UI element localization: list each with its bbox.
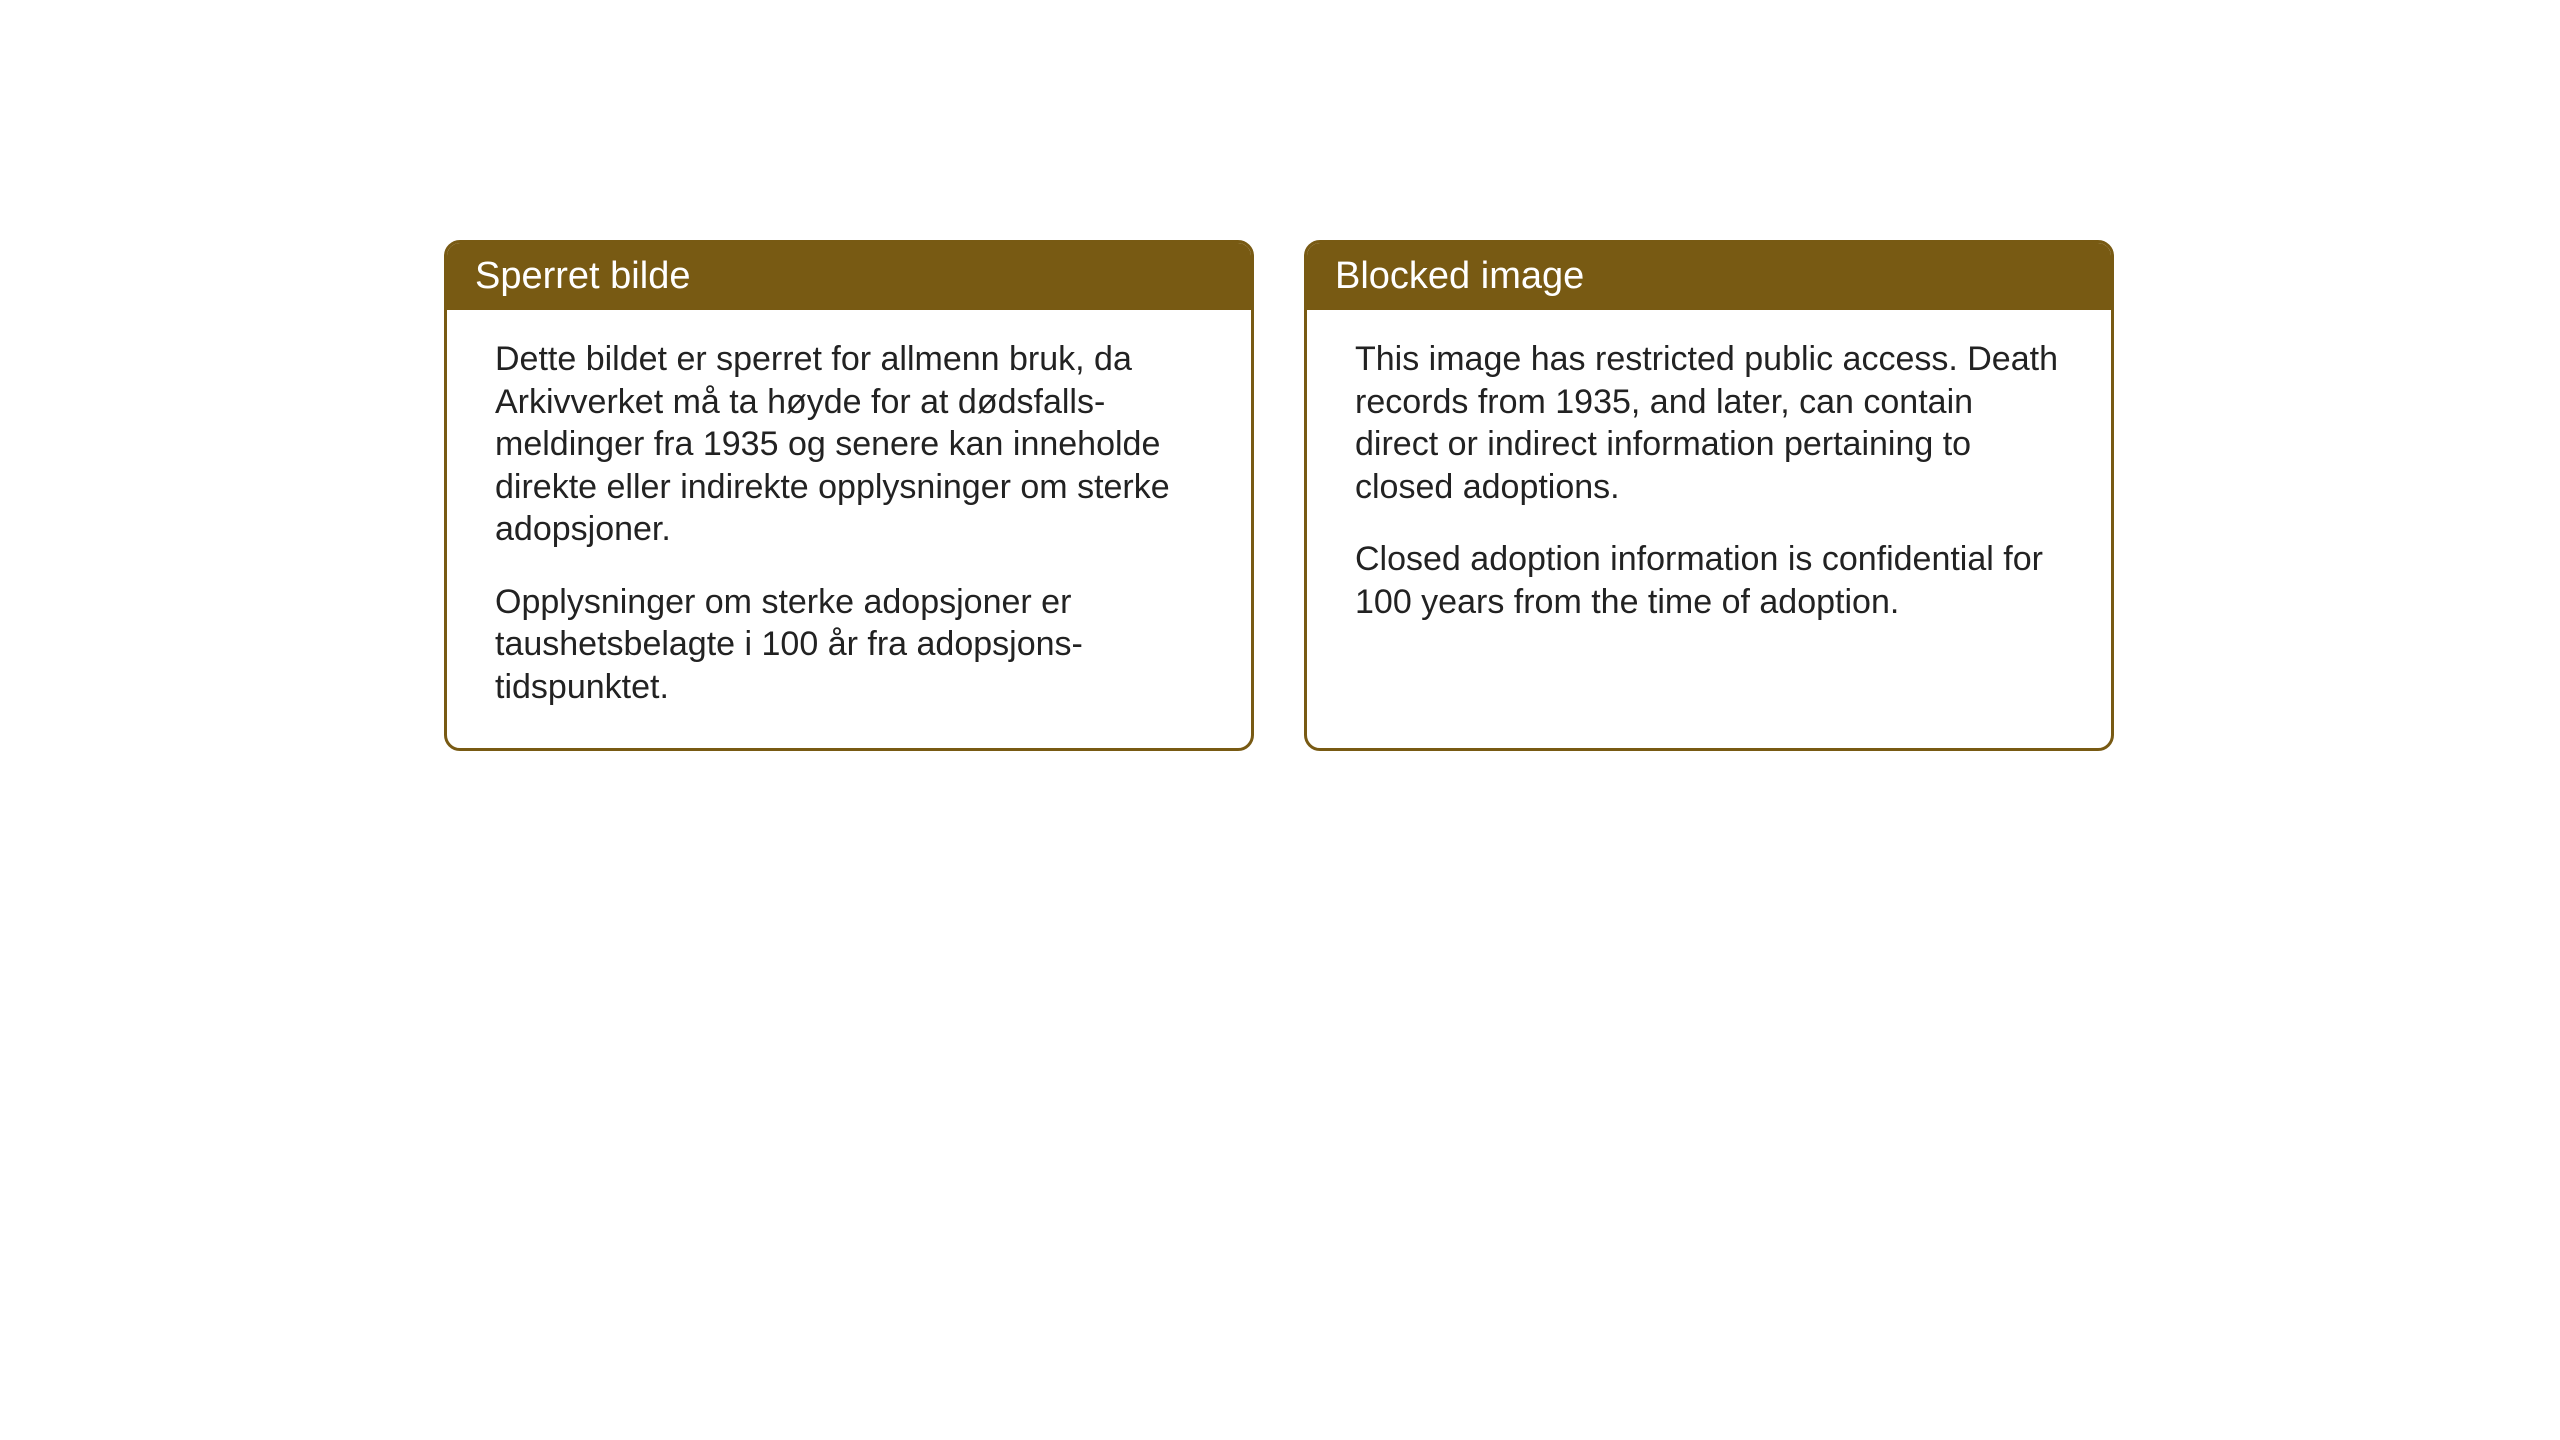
card-paragraph-1-english: This image has restricted public access.… [1355, 338, 2063, 508]
card-body-norwegian: Dette bildet er sperret for allmenn bruk… [447, 310, 1251, 748]
card-header-english: Blocked image [1307, 243, 2111, 310]
card-paragraph-2-english: Closed adoption information is confident… [1355, 538, 2063, 623]
card-paragraph-2-norwegian: Opplysninger om sterke adopsjoner er tau… [495, 581, 1203, 709]
card-paragraph-1-norwegian: Dette bildet er sperret for allmenn bruk… [495, 338, 1203, 551]
notice-container: Sperret bilde Dette bildet er sperret fo… [0, 240, 2560, 751]
card-header-norwegian: Sperret bilde [447, 243, 1251, 310]
card-body-english: This image has restricted public access.… [1307, 310, 2111, 663]
notice-card-english: Blocked image This image has restricted … [1304, 240, 2114, 751]
card-title-norwegian: Sperret bilde [475, 255, 690, 297]
notice-card-norwegian: Sperret bilde Dette bildet er sperret fo… [444, 240, 1254, 751]
card-title-english: Blocked image [1335, 255, 1584, 297]
